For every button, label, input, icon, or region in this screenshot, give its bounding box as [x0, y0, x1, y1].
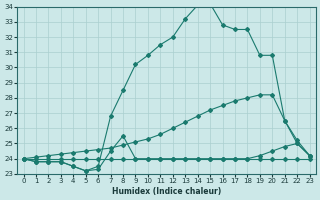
X-axis label: Humidex (Indice chaleur): Humidex (Indice chaleur): [112, 187, 221, 196]
